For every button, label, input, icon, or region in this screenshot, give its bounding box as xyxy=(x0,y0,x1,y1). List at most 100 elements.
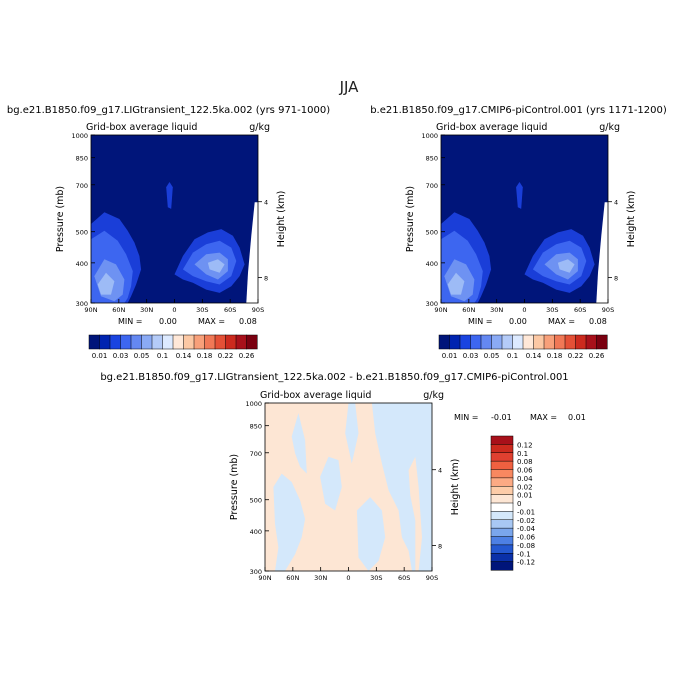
y-tick-label: 500 xyxy=(426,229,438,237)
min-value: 0.00 xyxy=(509,317,527,326)
colorbar-tick-label: 0.14 xyxy=(176,352,192,360)
max-value: 0.08 xyxy=(239,317,257,326)
contour-region xyxy=(291,413,307,474)
panel-title: bg.e21.B1850.f09_g17.LIGtransient_122.5k… xyxy=(7,105,330,116)
x-tick-label: 30S xyxy=(370,574,382,582)
legend-segment xyxy=(490,460,514,471)
max-label: MAX = xyxy=(548,317,575,326)
y2-axis-label: Height (km) xyxy=(276,191,287,248)
y-tick-label: 300 xyxy=(76,300,88,308)
contour-region xyxy=(273,473,306,571)
y-tick-label: 400 xyxy=(426,260,438,268)
colorbar-segment xyxy=(512,334,524,350)
colorbar-segment xyxy=(543,334,556,350)
x-tick-label: 60S xyxy=(574,306,586,314)
y-tick-label: 700 xyxy=(250,450,262,458)
min-label: MIN = xyxy=(118,317,143,326)
y-tick-label: 400 xyxy=(76,260,88,268)
contour-region xyxy=(246,202,258,303)
x-tick-label: 30N xyxy=(140,306,153,314)
contour-region xyxy=(320,456,342,511)
colorbar-tick-label: 0.03 xyxy=(463,352,479,360)
colorbar-segment xyxy=(575,334,587,350)
y-axis-label: Pressure (mb) xyxy=(229,454,240,520)
legend-label: 0.1 xyxy=(517,450,528,458)
colorbar-segment xyxy=(99,334,111,350)
legend-label: -0.06 xyxy=(517,534,536,542)
contour-region xyxy=(345,403,359,464)
contour-region xyxy=(166,182,173,209)
x-tick-label: 90S xyxy=(426,574,438,582)
y-tick-label: 700 xyxy=(76,182,88,190)
figure-title: JJA xyxy=(339,78,360,96)
legend-label: -0.02 xyxy=(517,517,535,525)
colorbar-tick-label: 0.22 xyxy=(218,352,234,360)
y-tick-label: 300 xyxy=(250,568,262,576)
y-tick-label: 850 xyxy=(76,155,88,163)
legend-label: -0.12 xyxy=(517,559,535,567)
colorbar-tick-label: 0.01 xyxy=(442,352,458,360)
contour-region xyxy=(557,259,575,273)
legend-label: -0.01 xyxy=(517,508,535,516)
colorbar-tick-label: 0.1 xyxy=(157,352,168,360)
legend-segment xyxy=(490,553,514,563)
max-value: 0.08 xyxy=(589,317,607,326)
y-tick-label: 850 xyxy=(250,423,262,431)
panel-title: b.e21.B1850.f09_g17.CMIP6-piControl.001 … xyxy=(370,105,667,116)
colorbar-segment xyxy=(204,334,216,350)
legend-segment xyxy=(490,527,514,538)
contour-region xyxy=(97,272,115,295)
legend-segment xyxy=(490,444,514,454)
units-label: g/kg xyxy=(599,122,620,133)
colorbar-segment xyxy=(246,334,258,350)
colorbar-segment xyxy=(172,334,185,350)
x-tick-label: 60N xyxy=(286,574,299,582)
legend-segment xyxy=(490,435,514,445)
units-label: g/kg xyxy=(249,122,270,133)
legend-label: 0.02 xyxy=(517,483,533,491)
x-tick-label: 30S xyxy=(196,306,208,314)
colorbar-tick-label: 0.1 xyxy=(507,352,518,360)
legend-segment xyxy=(490,561,514,571)
colorbar-segment xyxy=(585,334,598,350)
y-tick-label: 700 xyxy=(426,182,438,190)
x-tick-label: 90N xyxy=(84,306,97,314)
colorbar-tick-label: 0.18 xyxy=(197,352,213,360)
colorbar-tick-label: 0.01 xyxy=(92,352,108,360)
contour-region xyxy=(388,527,406,571)
y2-tick-label: 8 xyxy=(438,543,442,551)
legend-label: -0.08 xyxy=(517,542,535,550)
x-tick-label: 0 xyxy=(172,306,176,314)
legend-segment xyxy=(490,519,514,529)
colorbar-segment xyxy=(533,334,545,350)
y-tick-label: 1000 xyxy=(245,400,262,408)
x-tick-label: 30N xyxy=(490,306,503,314)
legend-segment xyxy=(490,486,514,496)
units-label: g/kg xyxy=(423,390,444,401)
colorbar-tick-label: 0.26 xyxy=(239,352,255,360)
colorbar-segment xyxy=(109,334,122,350)
contour-region xyxy=(207,259,225,273)
legend-segment xyxy=(490,544,514,554)
y2-axis-label: Height (km) xyxy=(626,191,637,248)
panel-lig-transient: bg.e21.B1850.f09_g17.LIGtransient_122.5k… xyxy=(7,105,330,360)
contour-region xyxy=(408,456,422,571)
y-tick-label: 1000 xyxy=(421,132,438,140)
legend-label: 0.12 xyxy=(517,441,533,449)
colorbar-segment xyxy=(491,334,503,350)
legend-segment xyxy=(490,536,514,546)
y2-tick-label: 8 xyxy=(614,275,618,283)
y-axis-label: Pressure (mb) xyxy=(55,186,66,252)
x-tick-label: 90S xyxy=(252,306,264,314)
x-tick-label: 90N xyxy=(258,574,271,582)
y-axis-label: Pressure (mb) xyxy=(405,186,416,252)
colorbar-segment xyxy=(88,334,101,350)
colorbar-segment xyxy=(438,334,451,350)
legend-segment xyxy=(490,511,514,521)
x-tick-label: 60N xyxy=(112,306,125,314)
legend-label: 0.08 xyxy=(517,458,533,466)
panel-title: bg.e21.B1850.f09_g17.LIGtransient_122.5k… xyxy=(100,372,568,383)
x-tick-label: 0 xyxy=(522,306,526,314)
x-tick-label: 0 xyxy=(346,574,350,582)
max-label: MAX = xyxy=(530,413,557,422)
